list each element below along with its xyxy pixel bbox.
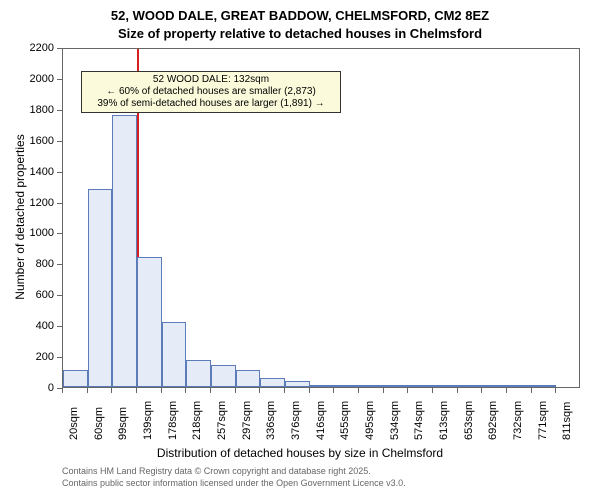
histogram-bar: [211, 365, 236, 387]
histogram-bar: [334, 385, 359, 387]
x-tick-label: 732sqm: [512, 396, 524, 440]
x-tick-mark: [432, 388, 433, 393]
y-tick-label: 1800: [0, 104, 54, 116]
histogram-bar: [458, 385, 483, 387]
x-tick-mark: [284, 388, 285, 393]
histogram-bar: [285, 381, 310, 387]
x-tick-mark: [407, 388, 408, 393]
x-tick-mark: [309, 388, 310, 393]
y-tick-label: 600: [0, 289, 54, 301]
x-tick-mark: [259, 388, 260, 393]
y-tick-mark: [57, 48, 62, 49]
y-tick-mark: [57, 233, 62, 234]
y-tick-label: 1000: [0, 227, 54, 239]
histogram-bar: [507, 385, 532, 387]
y-tick-label: 200: [0, 351, 54, 363]
footer-line1: Contains HM Land Registry data © Crown c…: [62, 466, 371, 476]
x-tick-label: 218sqm: [191, 396, 203, 440]
histogram-bar: [482, 385, 507, 387]
histogram-bar: [112, 115, 137, 387]
x-tick-mark: [111, 388, 112, 393]
x-tick-mark: [481, 388, 482, 393]
histogram-bar: [310, 385, 335, 387]
annotation-line1: 52 WOOD DALE: 132sqm: [86, 74, 336, 86]
annotation-line2: ← 60% of detached houses are smaller (2,…: [86, 86, 336, 98]
x-tick-mark: [161, 388, 162, 393]
histogram-bar: [63, 370, 88, 387]
histogram-bar: [260, 378, 285, 387]
y-tick-mark: [57, 326, 62, 327]
y-tick-mark: [57, 295, 62, 296]
x-tick-label: 139sqm: [142, 396, 154, 440]
histogram-bar: [162, 322, 187, 387]
y-tick-mark: [57, 172, 62, 173]
x-tick-label: 534sqm: [389, 396, 401, 440]
histogram-bar: [88, 189, 113, 387]
x-tick-label: 20sqm: [68, 396, 80, 440]
chart-title-line1: 52, WOOD DALE, GREAT BADDOW, CHELMSFORD,…: [0, 8, 600, 23]
x-tick-label: 178sqm: [167, 396, 179, 440]
x-tick-label: 771sqm: [537, 396, 549, 440]
x-tick-label: 574sqm: [413, 396, 425, 440]
x-tick-mark: [383, 388, 384, 393]
y-tick-label: 0: [0, 382, 54, 394]
y-tick-label: 400: [0, 320, 54, 332]
x-tick-mark: [555, 388, 556, 393]
x-tick-label: 416sqm: [315, 396, 327, 440]
y-tick-mark: [57, 264, 62, 265]
histogram-bar: [532, 385, 557, 387]
x-tick-label: 257sqm: [216, 396, 228, 440]
x-tick-label: 613sqm: [438, 396, 450, 440]
x-tick-mark: [531, 388, 532, 393]
x-tick-label: 60sqm: [93, 396, 105, 440]
histogram-bar: [433, 385, 458, 387]
x-tick-mark: [235, 388, 236, 393]
y-tick-label: 1400: [0, 166, 54, 178]
x-tick-mark: [333, 388, 334, 393]
annotation-box: 52 WOOD DALE: 132sqm ← 60% of detached h…: [81, 71, 341, 113]
y-tick-mark: [57, 141, 62, 142]
annotation-line3: 39% of semi-detached houses are larger (…: [86, 98, 336, 110]
histogram-bar: [186, 360, 211, 387]
x-tick-label: 99sqm: [117, 396, 129, 440]
y-tick-mark: [57, 203, 62, 204]
x-tick-label: 376sqm: [290, 396, 302, 440]
y-tick-mark: [57, 79, 62, 80]
histogram-bar: [236, 370, 261, 387]
x-tick-label: 692sqm: [487, 396, 499, 440]
x-axis-label: Distribution of detached houses by size …: [0, 446, 600, 460]
x-tick-mark: [62, 388, 63, 393]
histogram-bar: [408, 385, 433, 387]
y-tick-mark: [57, 357, 62, 358]
footer-line2: Contains public sector information licen…: [62, 478, 406, 488]
histogram-bar: [359, 385, 384, 387]
histogram-bar: [384, 385, 409, 387]
plot-area: 52 WOOD DALE: 132sqm ← 60% of detached h…: [62, 48, 580, 388]
x-tick-mark: [136, 388, 137, 393]
x-tick-mark: [457, 388, 458, 393]
y-tick-label: 2000: [0, 73, 54, 85]
histogram-bar: [137, 257, 162, 387]
y-tick-mark: [57, 110, 62, 111]
chart-container: 52, WOOD DALE, GREAT BADDOW, CHELMSFORD,…: [0, 0, 600, 500]
y-axis-label: Number of detached properties: [13, 127, 27, 307]
x-tick-mark: [506, 388, 507, 393]
x-tick-label: 455sqm: [339, 396, 351, 440]
x-tick-mark: [87, 388, 88, 393]
y-tick-label: 1200: [0, 197, 54, 209]
y-tick-label: 2200: [0, 42, 54, 54]
x-tick-mark: [185, 388, 186, 393]
x-tick-label: 297sqm: [241, 396, 253, 440]
x-tick-label: 653sqm: [463, 396, 475, 440]
x-tick-label: 336sqm: [265, 396, 277, 440]
y-tick-label: 800: [0, 258, 54, 270]
x-tick-label: 495sqm: [364, 396, 376, 440]
x-tick-mark: [358, 388, 359, 393]
chart-title-line2: Size of property relative to detached ho…: [0, 26, 600, 41]
x-tick-label: 811sqm: [561, 396, 573, 440]
x-tick-mark: [210, 388, 211, 393]
y-tick-label: 1600: [0, 135, 54, 147]
